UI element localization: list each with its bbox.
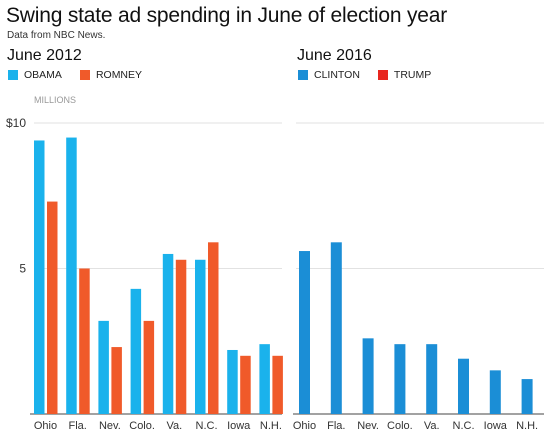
- legend-label-clinton: CLINTON: [314, 69, 360, 81]
- x-tick-label-2012: Nev.: [99, 420, 121, 432]
- bar-romney-nev: [111, 347, 122, 414]
- legend-swatch-obama: [8, 70, 18, 80]
- bar-clinton-nh: [521, 379, 533, 414]
- bar-obama-colo: [130, 288, 142, 414]
- bar-obama-nc: [195, 259, 206, 414]
- x-tick-label-2012: Ohio: [34, 420, 57, 432]
- legend-label-obama: OBAMA: [24, 69, 62, 81]
- x-tick-label-2012: N.C.: [196, 420, 218, 432]
- y-tick-label: $10: [6, 116, 26, 130]
- legend-2016: CLINTON TRUMP: [298, 69, 449, 81]
- x-tick-label-2012: Fla.: [69, 420, 87, 432]
- x-tick-label-2012: Va.: [166, 420, 182, 432]
- legend-item-romney: ROMNEY: [79, 69, 143, 81]
- legend-label-romney: ROMNEY: [95, 69, 143, 81]
- bar-romney-nc: [208, 242, 219, 414]
- x-tick-label-2016: Colo.: [387, 420, 413, 432]
- legend-2012: OBAMA ROMNEY: [8, 69, 160, 81]
- panel-title-2012: June 2012: [7, 47, 82, 64]
- legend-swatch-trump: [377, 70, 388, 80]
- legend-item-trump: TRUMP: [377, 69, 432, 81]
- y-unit-label: MILLIONS: [34, 95, 76, 105]
- legend-swatch-clinton: [298, 70, 308, 80]
- legend-item-obama: OBAMA: [8, 69, 62, 81]
- x-tick-label-2016: Ohio: [293, 420, 316, 432]
- bar-romney-iowa: [240, 355, 251, 414]
- bar-romney-fla: [79, 268, 90, 414]
- x-tick-label-2016: Nev.: [357, 420, 379, 432]
- bar-clinton-ohio: [299, 251, 310, 414]
- x-tick-label-2012: N.H.: [260, 420, 282, 432]
- bar-romney-va: [175, 259, 187, 414]
- bar-clinton-nev: [362, 338, 374, 414]
- x-tick-label-2016: Iowa: [484, 420, 508, 432]
- bar-romney-colo: [143, 320, 155, 414]
- bar-clinton-iowa: [489, 370, 501, 414]
- bar-obama-iowa: [227, 349, 238, 414]
- legend-label-trump: TRUMP: [393, 69, 432, 81]
- bar-romney-nh: [272, 355, 283, 414]
- bar-romney-ohio: [47, 201, 58, 414]
- y-tick-label: 5: [19, 262, 26, 276]
- bar-clinton-va: [426, 344, 438, 414]
- x-tick-label-2016: N.C.: [453, 420, 475, 432]
- bar-clinton-colo: [394, 344, 406, 414]
- x-tick-label-2012: Iowa: [227, 420, 251, 432]
- x-tick-label-2016: N.H.: [516, 420, 538, 432]
- bar-obama-nev: [98, 320, 109, 414]
- bar-obama-va: [162, 253, 174, 414]
- x-tick-label-2016: Fla.: [327, 420, 345, 432]
- bar-clinton-fla: [330, 242, 342, 414]
- chart-title: Swing state ad spending in June of elect…: [6, 4, 448, 27]
- chart-subtitle: Data from NBC News.: [7, 30, 106, 41]
- bar-clinton-nc: [458, 358, 469, 414]
- panel-title-2016: June 2016: [297, 47, 372, 64]
- x-tick-label-2016: Va.: [424, 420, 440, 432]
- legend-item-clinton: CLINTON: [298, 69, 360, 81]
- bar-obama-nh: [259, 344, 270, 414]
- legend-swatch-romney: [79, 70, 90, 80]
- x-tick-label-2012: Colo.: [129, 420, 155, 432]
- bar-obama-fla: [66, 137, 77, 415]
- bar-obama-ohio: [34, 140, 45, 414]
